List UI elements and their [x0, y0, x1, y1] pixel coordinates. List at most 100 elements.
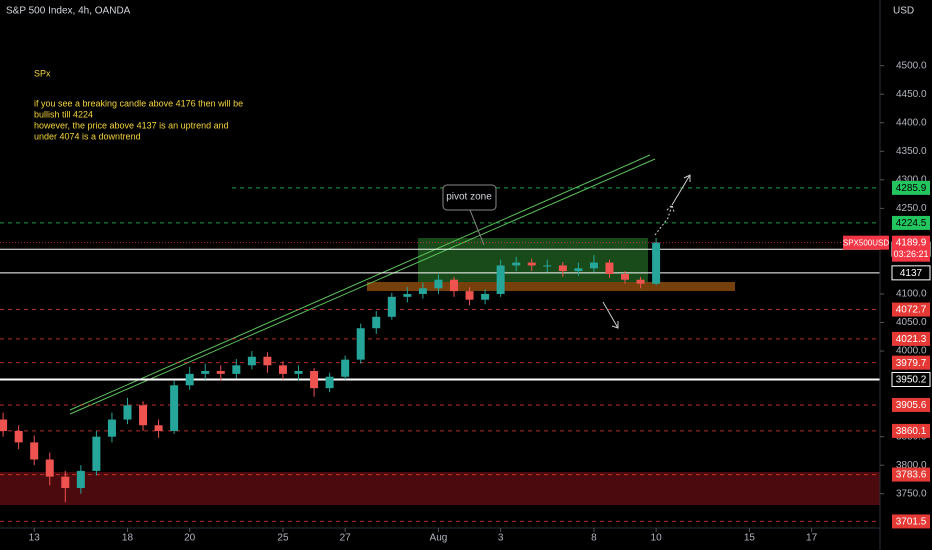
candle-body — [512, 262, 521, 266]
candle-body — [325, 376, 334, 389]
x-tick-label: Aug — [430, 533, 448, 544]
level-label-box — [892, 397, 930, 412]
candle-body — [636, 279, 645, 284]
countdown: 03:26:21 — [893, 249, 928, 259]
level-label-box — [892, 514, 930, 529]
candle-body — [465, 291, 474, 300]
arrow — [671, 174, 691, 206]
candle-body — [216, 371, 225, 374]
callout-text: pivot zone — [446, 192, 492, 203]
last-price-label: 4189.9 — [896, 237, 927, 248]
x-tick-label: 25 — [277, 533, 289, 544]
x-tick-label: 15 — [744, 533, 756, 544]
level-label: 4224.5 — [896, 218, 927, 229]
callout-box — [442, 184, 497, 211]
level-label-box — [891, 371, 931, 387]
candle-body — [201, 371, 210, 374]
candle-body — [387, 296, 396, 317]
level-label: 3860.1 — [896, 426, 927, 437]
candle-body — [418, 288, 427, 294]
y-tick-label: 4250.0 — [896, 203, 927, 214]
y-tick-label: 3800.0 — [896, 460, 927, 471]
x-tick-label: 18 — [122, 533, 134, 544]
symbol-box — [843, 235, 889, 250]
candle-body — [61, 476, 70, 489]
candle-body — [574, 268, 583, 272]
y-tick-label: 4400.0 — [896, 117, 927, 128]
red-zone — [0, 472, 880, 505]
level-label-box — [892, 180, 930, 195]
candle-body — [403, 293, 412, 297]
support-band — [367, 282, 735, 291]
note-line: under 4074 is a downtrend — [34, 131, 141, 141]
level-label-box — [892, 215, 930, 230]
candle-body — [185, 373, 194, 386]
candle-body — [123, 405, 132, 420]
level-label-box — [892, 423, 930, 438]
trend-line — [69, 154, 651, 411]
candle-body — [247, 356, 256, 366]
arrow — [602, 301, 619, 329]
x-tick-label: 3 — [498, 533, 504, 544]
level-label-box — [892, 467, 930, 482]
candle-body — [278, 365, 287, 374]
level-label: 3701.5 — [896, 517, 927, 528]
pivot-box — [418, 238, 648, 282]
level-label: 3979.7 — [896, 358, 927, 369]
y-tick-label: 4000.0 — [896, 346, 927, 357]
level-label-box — [892, 355, 930, 370]
x-tick-label: 17 — [806, 533, 818, 544]
y-tick-label: 4300.0 — [896, 174, 927, 185]
note-line: if you see a breaking candle above 4176 … — [34, 98, 243, 108]
note: SPx if you see a breaking candle above 4… — [34, 68, 243, 141]
candle-body — [139, 405, 148, 426]
candle-body — [589, 262, 598, 269]
callout: pivot zone — [442, 184, 497, 246]
x-tick-label: 20 — [184, 533, 196, 544]
candle-body — [232, 365, 241, 374]
note-line: SPx — [34, 68, 51, 78]
candle-body — [652, 242, 661, 284]
candle-body — [543, 265, 552, 267]
level-label: 3783.6 — [896, 470, 927, 481]
callout-pointer — [469, 209, 485, 246]
title: S&P 500 Index, 4h, OANDA — [6, 6, 131, 17]
y-tick-label: 4450.0 — [896, 89, 927, 100]
candle-body — [449, 279, 458, 292]
level-label-box — [892, 331, 930, 346]
candle-body — [263, 356, 272, 366]
candle-body — [481, 293, 490, 300]
level-label-box — [892, 302, 930, 317]
level-label: 4021.3 — [896, 334, 927, 345]
candle-body — [527, 262, 536, 266]
level-label: 4137 — [900, 268, 923, 279]
candle-body — [76, 470, 85, 489]
currency: USD — [893, 6, 914, 17]
x-tick-label: 13 — [29, 533, 41, 544]
candle-body — [30, 442, 39, 460]
y-tick-label: 4050.0 — [896, 317, 927, 328]
level-label: 4285.9 — [896, 183, 927, 194]
candle-body — [496, 265, 505, 294]
candle-body — [605, 262, 614, 274]
plot — [0, 154, 880, 522]
y-tick-label: 4500.0 — [896, 60, 927, 71]
candle-body — [0, 419, 8, 431]
candle-body — [356, 328, 365, 360]
note-line: however, the price above 4137 is an uptr… — [34, 120, 229, 130]
candle-body — [170, 385, 179, 431]
x-tick-label: 27 — [340, 533, 352, 544]
candle-body — [434, 279, 443, 289]
candle-body — [92, 436, 101, 471]
level-label: 3950.2 — [896, 375, 927, 386]
note-line: bullish till 4224 — [34, 109, 93, 119]
candle-body — [558, 265, 567, 272]
candle-body — [154, 425, 163, 431]
candle-body — [294, 371, 303, 374]
candle-body — [107, 419, 116, 437]
level-label: 4072.7 — [896, 305, 927, 316]
candle-body — [341, 359, 350, 377]
y-tick-label: 4100.0 — [896, 289, 927, 300]
y-tick-label: 4350.0 — [896, 146, 927, 157]
